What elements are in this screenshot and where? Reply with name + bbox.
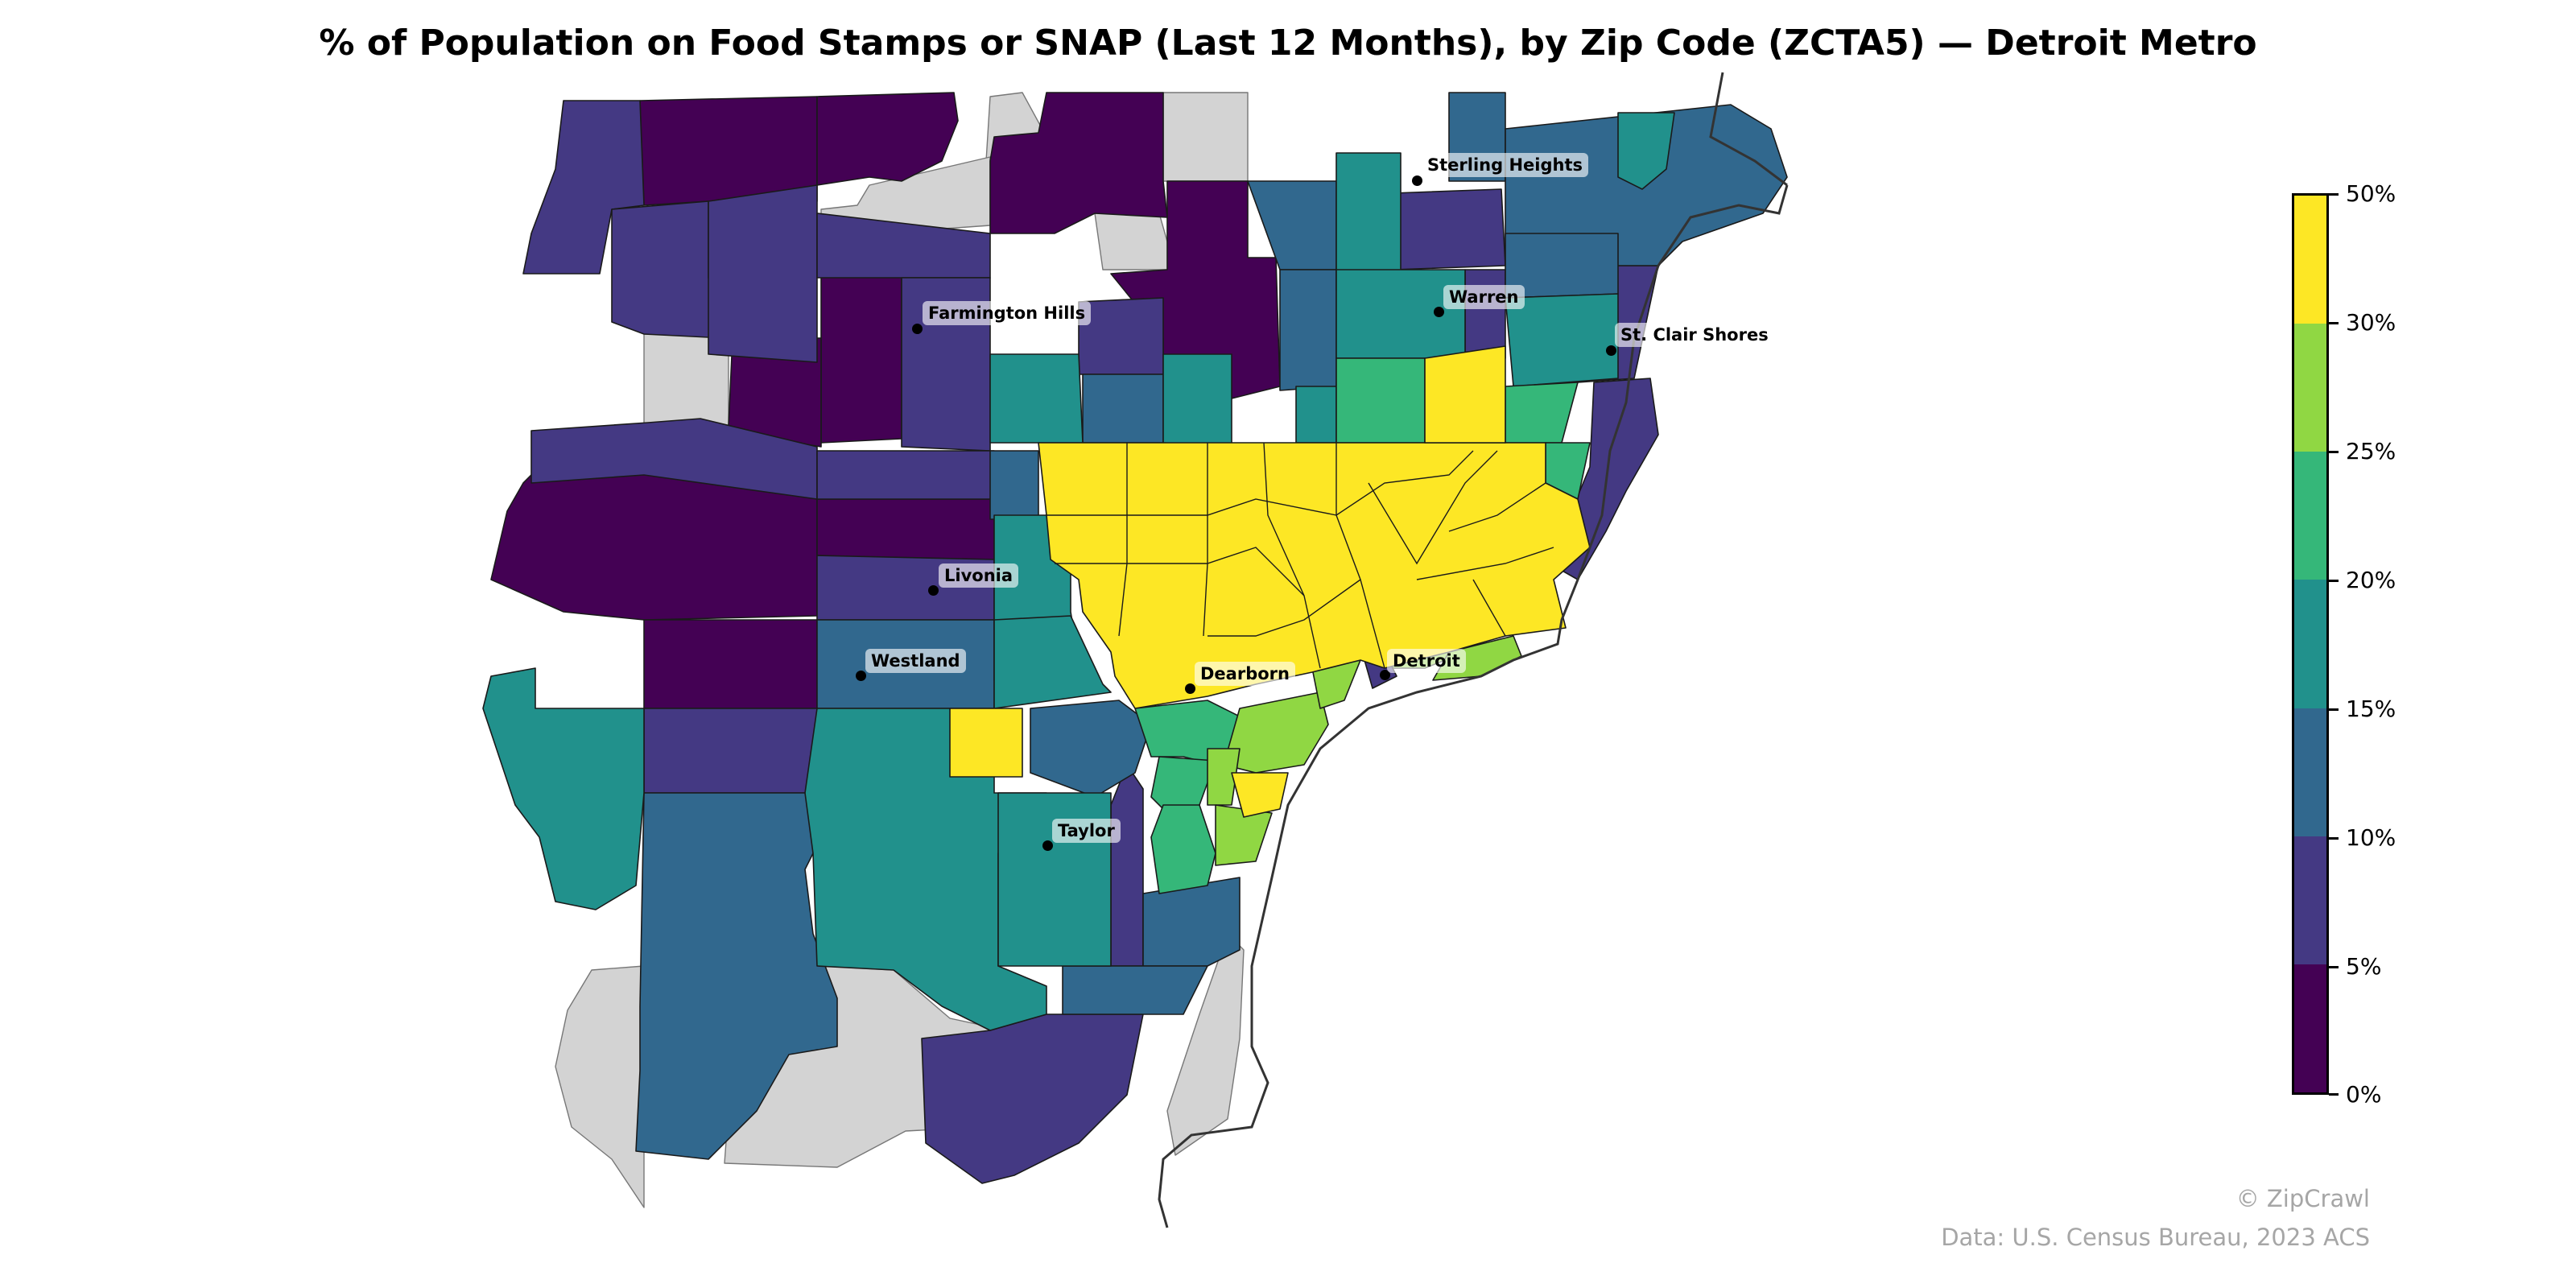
city-label-warren: Warren — [1443, 285, 1525, 309]
city-label-westland: Westland — [865, 649, 966, 673]
city-dot-dearborn — [1185, 683, 1195, 694]
colorbar-tick — [2329, 708, 2339, 711]
colorbar-band-15-20 — [2294, 580, 2326, 708]
colorbar-label-5: 5% — [2346, 953, 2382, 980]
city-dot-sterling-heights — [1412, 175, 1422, 186]
copyright-text: © ZipCrawl — [2235, 1185, 2370, 1212]
colorbar-label-10: 10% — [2346, 824, 2396, 851]
colorbar — [2292, 193, 2329, 1095]
data-source-text: Data: U.S. Census Bureau, 2023 ACS — [1941, 1224, 2370, 1251]
city-label-dearborn: Dearborn — [1195, 662, 1295, 686]
colorbar-band-10-15 — [2294, 708, 2326, 836]
city-dot-taylor — [1042, 840, 1053, 851]
detroit-zip-boundaries — [1046, 442, 1554, 669]
colorbar-tick — [2329, 193, 2339, 196]
colorbar-label-0: 0% — [2346, 1081, 2382, 1108]
bin-20-25 — [1134, 357, 1591, 894]
bin-0-5 — [490, 92, 1281, 709]
city-dot-st-clair-shores — [1606, 345, 1616, 356]
colorbar-tick — [2329, 966, 2339, 968]
city-label-sterling-heights: Sterling Heights — [1422, 153, 1588, 177]
city-label-detroit: Detroit — [1387, 649, 1466, 673]
colorbar-label-20: 20% — [2346, 567, 2396, 593]
bin-5-10 — [522, 100, 1659, 1184]
colorbar-label-25: 25% — [2346, 438, 2396, 464]
city-label-st-clair-shores: St. Clair Shores — [1615, 323, 1774, 347]
colorbar-tick — [2329, 1093, 2339, 1096]
colorbar-band-30-50 — [2294, 196, 2326, 324]
colorbar-tick — [2329, 322, 2339, 324]
city-label-farmington-hills: Farmington Hills — [923, 301, 1092, 325]
city-label-taylor: Taylor — [1052, 819, 1121, 843]
colorbar-tick — [2329, 837, 2339, 840]
colorbar-label-15: 15% — [2346, 696, 2396, 722]
shoreline — [1158, 72, 1789, 1228]
colorbar-tick — [2329, 580, 2339, 582]
colorbar-band-25-30 — [2294, 324, 2326, 452]
city-dot-detroit — [1380, 670, 1390, 680]
bin-10-15 — [635, 92, 1788, 1160]
city-dot-farmington-hills — [912, 324, 923, 334]
colorbar-tick — [2329, 451, 2339, 453]
city-dot-livonia — [928, 585, 939, 596]
colorbar-label-30: 30% — [2346, 309, 2396, 336]
colorbar-band-20-25 — [2294, 452, 2326, 580]
city-dot-warren — [1434, 307, 1444, 317]
colorbar-label-50: 50% — [2346, 180, 2396, 207]
chart-title: % of Population on Food Stamps or SNAP (… — [319, 23, 2257, 64]
colorbar-band-0-5 — [2294, 964, 2326, 1092]
city-dot-westland — [856, 671, 866, 681]
colorbar-band-5-10 — [2294, 836, 2326, 964]
city-label-livonia: Livonia — [939, 564, 1019, 588]
bin-30-50 — [949, 345, 1591, 818]
